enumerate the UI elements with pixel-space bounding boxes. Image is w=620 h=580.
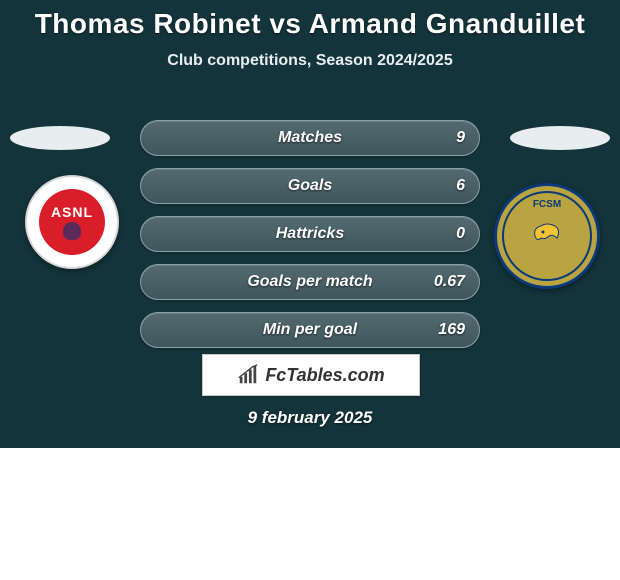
- stat-row: Min per goal 169: [140, 312, 480, 348]
- brand-text: FcTables.com: [265, 365, 384, 386]
- stat-value-right: 0.67: [434, 273, 465, 291]
- club-badge-left: ASNL: [25, 175, 119, 269]
- comparison-card: Thomas Robinet vs Armand Gnanduillet Clu…: [0, 0, 620, 580]
- thistle-icon: [63, 222, 81, 240]
- stat-row: Matches 9: [140, 120, 480, 156]
- stat-row: Goals per match 0.67: [140, 264, 480, 300]
- club-left-abbrev: ASNL: [51, 204, 93, 220]
- player-left-photo-placeholder: [10, 126, 110, 150]
- fcsm-badge-icon: FCSM: [502, 191, 592, 281]
- stat-value-right: 6: [456, 177, 465, 195]
- snapshot-date: 9 february 2025: [0, 408, 620, 428]
- brand-watermark: FcTables.com: [202, 354, 420, 396]
- stat-label: Goals per match: [247, 273, 372, 291]
- stats-list: Matches 9 Goals 6 Hattricks 0 Goals per …: [140, 120, 480, 360]
- page-subtitle: Club competitions, Season 2024/2025: [0, 52, 620, 70]
- stat-value-right: 9: [456, 129, 465, 147]
- lion-icon: [527, 216, 567, 256]
- stat-row: Goals 6: [140, 168, 480, 204]
- stat-label: Hattricks: [276, 225, 344, 243]
- player-right-photo-placeholder: [510, 126, 610, 150]
- stat-label: Matches: [278, 129, 342, 147]
- stat-label: Min per goal: [263, 321, 357, 339]
- bar-chart-icon: [237, 364, 259, 386]
- stat-value-right: 169: [438, 321, 465, 339]
- lower-whitespace: [0, 448, 620, 580]
- stat-row: Hattricks 0: [140, 216, 480, 252]
- stat-value-right: 0: [456, 225, 465, 243]
- club-right-abbrev: FCSM: [533, 199, 561, 210]
- stat-label: Goals: [288, 177, 332, 195]
- page-title: Thomas Robinet vs Armand Gnanduillet: [0, 0, 620, 40]
- asnl-badge-icon: ASNL: [39, 189, 105, 255]
- club-badge-right: FCSM: [494, 183, 600, 289]
